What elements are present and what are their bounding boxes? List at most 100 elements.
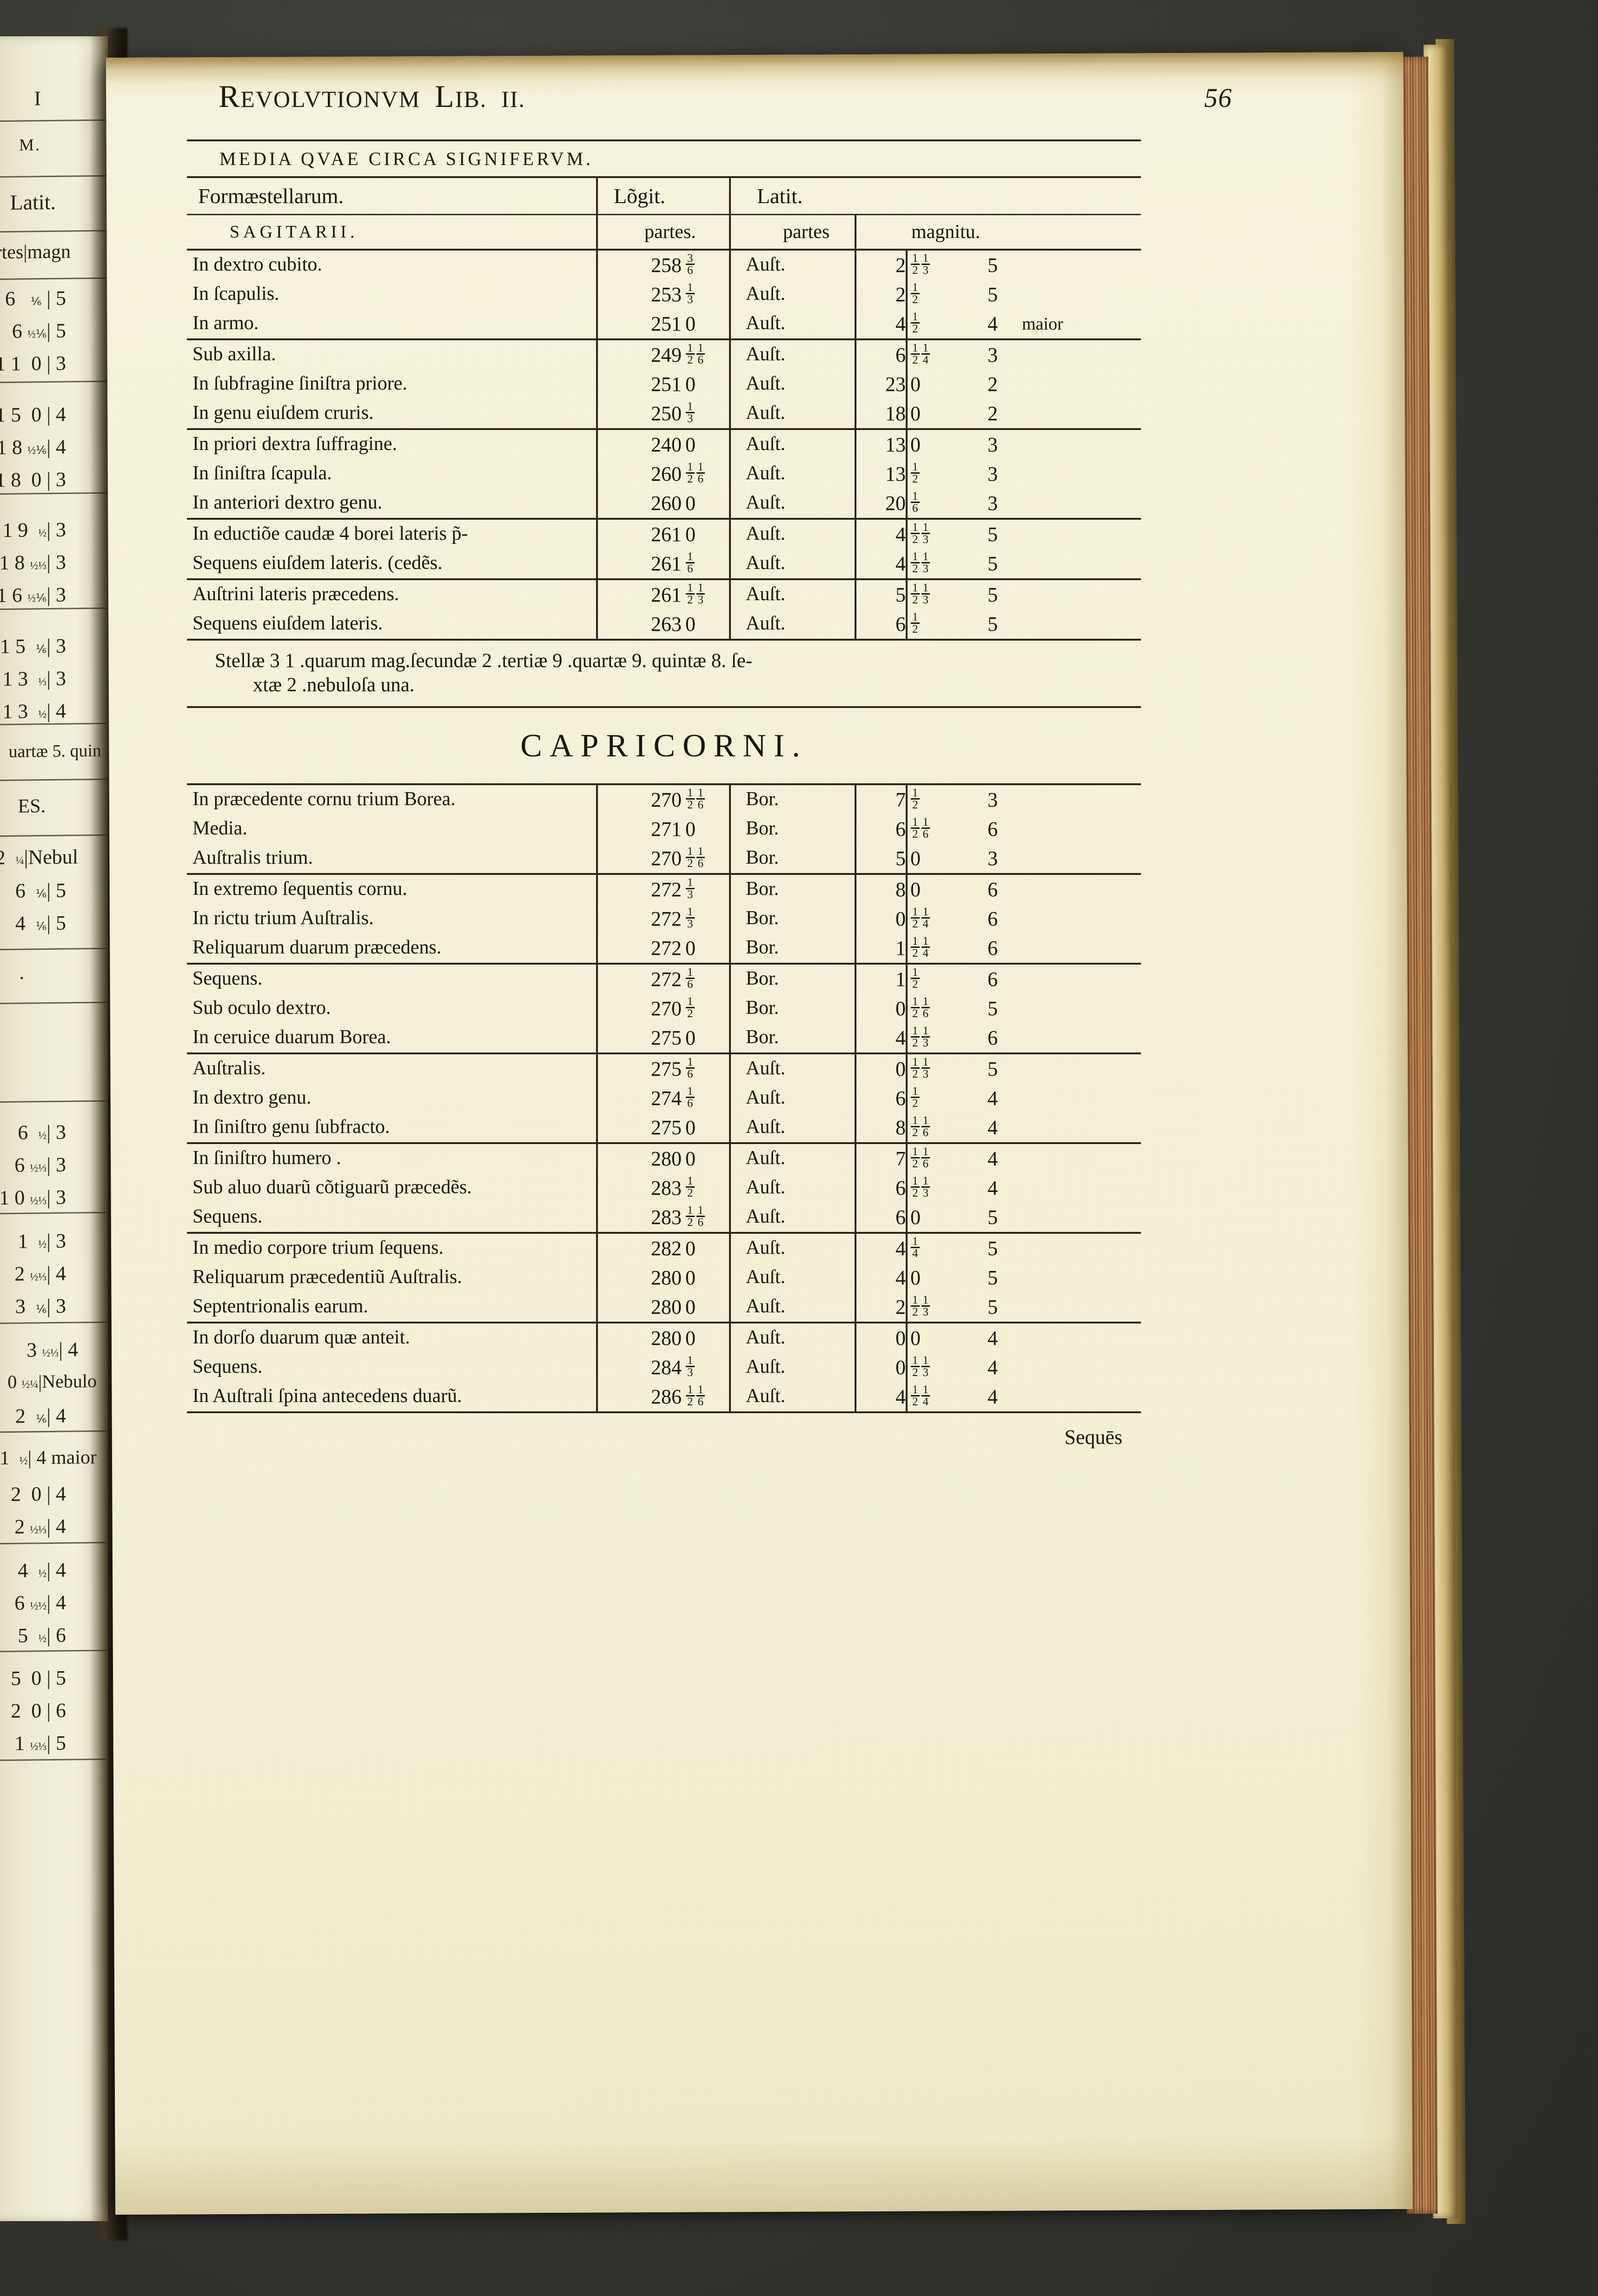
longitude-degrees: 280 — [651, 1266, 682, 1289]
catchword: Sequēs — [1064, 1425, 1122, 1449]
latitude-fraction: 0 — [910, 402, 921, 425]
folio-number: 56 — [1204, 83, 1232, 113]
longitude-degrees: 275 — [651, 1116, 682, 1139]
magnitude-value: 3 — [988, 433, 998, 456]
longitude-degrees: 258 — [651, 254, 682, 277]
table-row: In genu eiuſdem cruris. 250 1 3 Auſt. 18 0 2 — [187, 399, 1141, 428]
latitude-degrees: 2 — [895, 254, 906, 277]
star-description: Media. — [192, 817, 247, 839]
table-row: In ſiniſtra ſcapula. 260 1 2 1 6 Auſt. 13 1 2 3 — [187, 459, 1141, 489]
magnitude-value: 6 — [988, 878, 998, 901]
header-row-1: Formæstellarum. Lõgit. Latit. — [187, 178, 1141, 214]
latitude-direction: Auſt. — [746, 583, 786, 605]
latitude-direction: Bor. — [746, 936, 779, 958]
header-longitude: Lõgit. — [614, 184, 666, 208]
longitude-degrees: 270 — [651, 847, 682, 870]
latitude-degrees: 0 — [895, 907, 906, 930]
table-row: Sequens eiuſdem lateris. 263 0 Auſt. 6 1 2 5 — [187, 609, 1141, 639]
magnitude-value: 6 — [988, 817, 998, 840]
row-group: Auſtralis. 275 1 6 Auſt. 0 1 2 1 3 5 In dextro genu… — [187, 1054, 1141, 1144]
longitude-fraction: 0 — [685, 1116, 696, 1139]
magnitude-note — [1018, 520, 1129, 549]
header-partes-latitude: partes — [783, 221, 830, 243]
magnitude-note — [1018, 280, 1129, 309]
star-description: In ceruice duarum Borea. — [192, 1026, 391, 1048]
star-description: In ſiniſtro genu ſubfracto. — [192, 1116, 390, 1138]
latitude-direction: Auſt. — [746, 433, 786, 455]
star-description: Reliquarum præcedentiũ Auſtralis. — [192, 1266, 462, 1288]
longitude-fraction: 0 — [685, 1147, 696, 1170]
latitude-direction: Auſt. — [746, 1116, 786, 1138]
table-row: In dextro genu. 274 1 6 Auſt. 6 1 2 4 — [187, 1083, 1141, 1113]
longitude-fraction: 0 — [685, 523, 696, 546]
sagittarius-summary: Stellæ 3 1 .quarum mag.ſecundæ 2 .tertiæ… — [187, 641, 1141, 706]
latitude-degrees: 6 — [895, 1205, 906, 1229]
star-description: In præcedente cornu trium Borea. — [192, 788, 456, 810]
capricorn-section-title: CAPRICORNI. — [520, 728, 808, 764]
latitude-direction: Auſt. — [746, 373, 786, 394]
star-description: In armo. — [192, 312, 259, 334]
longitude-fraction: 0 — [685, 936, 696, 959]
table-caption: MEDIA QVAE CIRCA SIGNIFERVM. — [219, 148, 594, 169]
summary-line-2: xtæ 2 .nebuloſa una. — [253, 674, 415, 696]
latitude-degrees: 0 — [895, 1356, 906, 1379]
star-description: In ſiniſtro humero . — [192, 1147, 341, 1169]
row-group: In præcedente cornu trium Borea. 270 1 2 1 6 B… — [187, 785, 1141, 875]
header-latitude: Latit. — [757, 184, 803, 208]
latitude-degrees: 2 — [895, 283, 906, 306]
star-description: In dextro cubito. — [192, 254, 322, 275]
table-row: In anteriori dextro genu. 260 0 Auſt. 20 1 6 3 — [187, 489, 1141, 518]
longitude-fraction: 0 — [685, 1026, 696, 1049]
magnitude-value: 4 — [988, 312, 998, 335]
header-partes-longitude: partes. — [644, 221, 696, 243]
longitude-degrees: 274 — [651, 1086, 682, 1110]
star-description: Septentrionalis earum. — [192, 1295, 368, 1317]
magnitude-value: 3 — [988, 492, 998, 515]
row-group: Sub axilla. 249 1 2 1 6 Auſt. 6 1 2 1 4 3 In ſubfragi… — [187, 340, 1141, 430]
longitude-degrees: 270 — [651, 788, 682, 811]
latitude-direction: Bor. — [746, 907, 779, 929]
capricorn-rows: In præcedente cornu trium Borea. 270 1 2 1 6 B… — [187, 785, 1141, 1411]
magnitude-note — [1018, 1023, 1129, 1052]
table-bottom-rule — [187, 1411, 1141, 1413]
row-group: In medio corpore trium ſequens. 282 0 Auſt.… — [187, 1233, 1141, 1323]
latitude-fraction: 0 — [910, 433, 921, 456]
latitude-direction: Bor. — [746, 878, 779, 900]
table-row: In dextro cubito. 258 3 6 Auſt. 2 1 2 1 3 5 — [187, 251, 1141, 280]
latitude-degrees: 8 — [895, 878, 906, 901]
magnitude-note — [1018, 814, 1129, 844]
latitude-degrees: 0 — [895, 1326, 906, 1350]
magnitude-value: 5 — [988, 997, 998, 1020]
rule — [187, 639, 1141, 641]
magnitude-value: 5 — [988, 283, 998, 306]
star-description: Sub aluo duarũ cõtiguarũ præcedẽs. — [192, 1176, 472, 1198]
longitude-degrees: 251 — [651, 312, 682, 335]
magnitude-note: maior — [1022, 314, 1063, 334]
latitude-direction: Auſt. — [746, 1176, 786, 1198]
longitude-fraction: 0 — [685, 817, 696, 840]
latitude-degrees: 13 — [885, 463, 906, 485]
magnitude-value: 4 — [988, 1147, 998, 1170]
row-group: In extremo ſequentis cornu. 272 1 3 Bor. 8 0 6 I… — [187, 874, 1141, 965]
longitude-fraction: 0 — [685, 1295, 696, 1318]
table-row: Sequens. 272 1 6 Bor. 1 1 2 6 — [187, 964, 1141, 994]
rule — [187, 249, 1141, 251]
latitude-degrees: 6 — [895, 1176, 906, 1199]
magnitude-value: 4 — [988, 1176, 998, 1199]
magnitude-note — [1018, 1173, 1129, 1203]
magnitude-note — [1018, 459, 1129, 489]
table-row: In præcedente cornu trium Borea. 270 1 2 1 6 B… — [187, 785, 1141, 814]
row-group: Sequens. 272 1 6 Bor. 1 1 2 6 Sub oculo dextro. 27… — [187, 964, 1141, 1054]
header-magnitude: magnitu. — [911, 221, 981, 243]
